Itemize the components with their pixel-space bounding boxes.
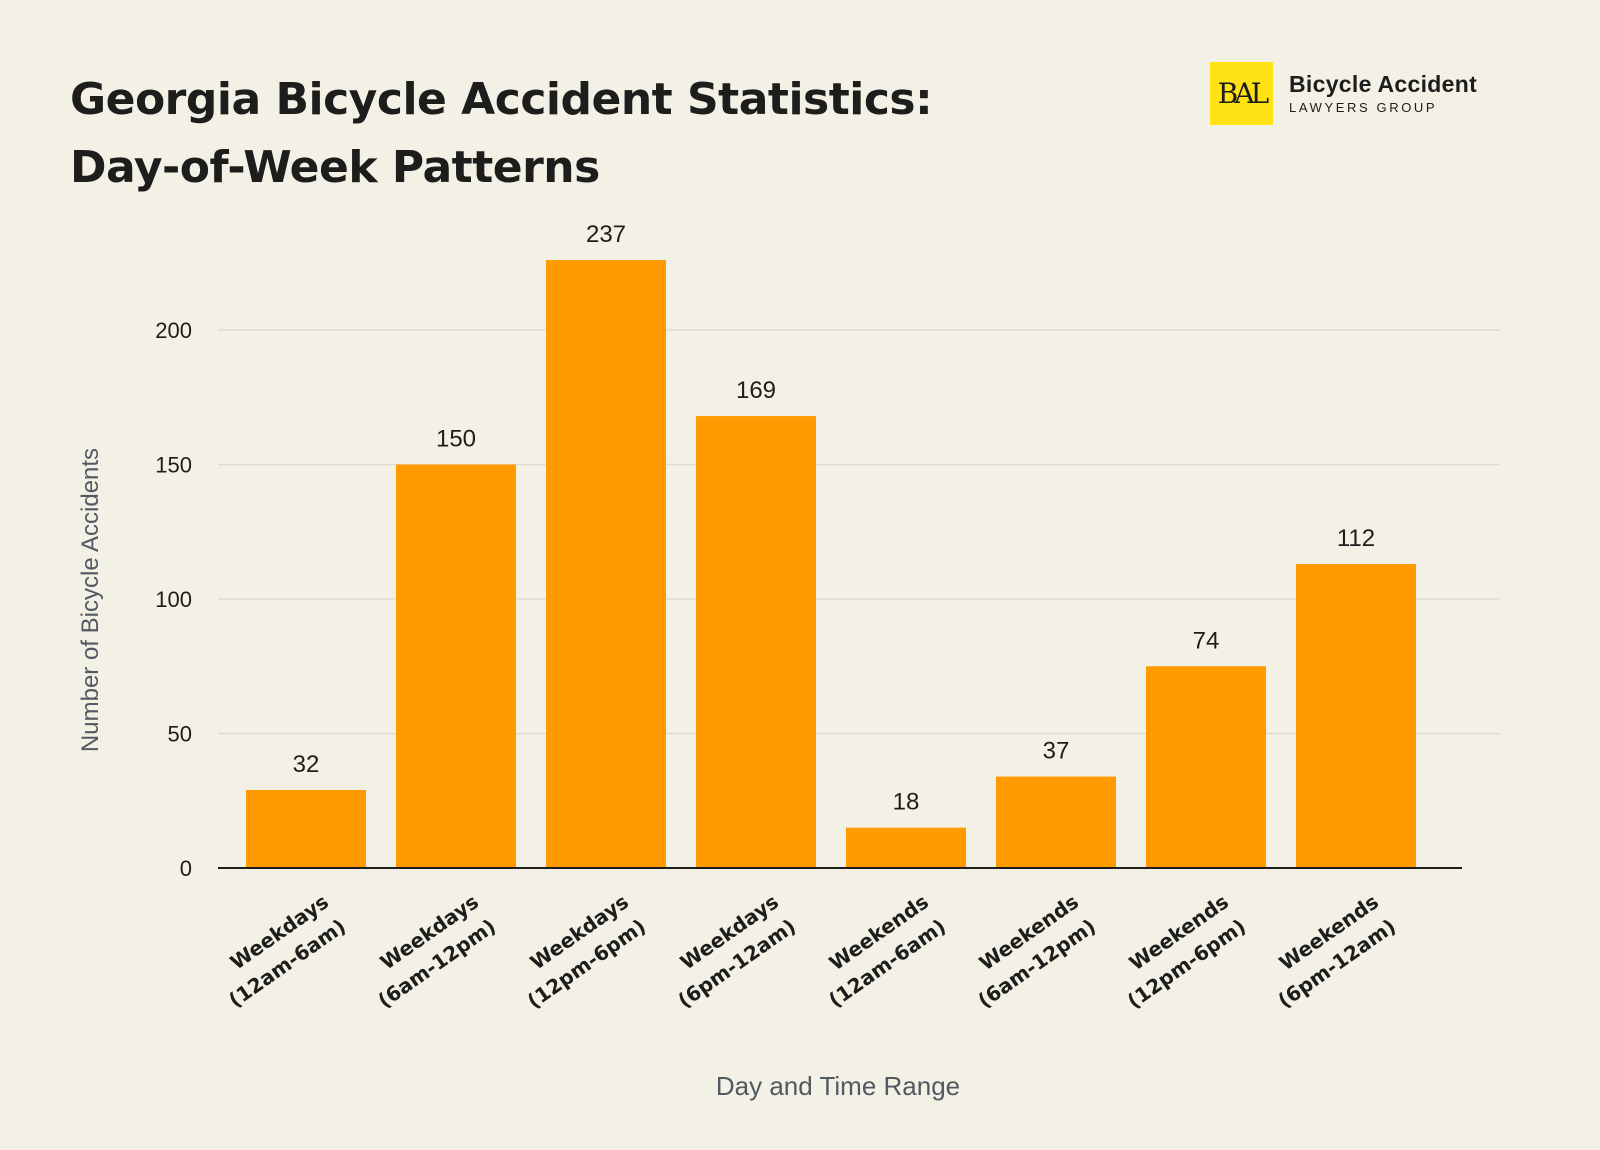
y-axis-title: Number of Bicycle Accidents <box>77 448 104 752</box>
chart-title: Georgia Bicycle Accident Statistics: Day… <box>70 66 933 202</box>
y-tick-label: 150 <box>155 453 192 478</box>
logo-text: Bicycle Accident LAWYERS GROUP <box>1289 71 1477 117</box>
bar <box>246 789 366 868</box>
x-axis-title: Day and Time Range <box>716 1071 960 1101</box>
x-tick-label: Weekdays(6pm-12am) <box>673 889 800 1012</box>
bar <box>396 464 516 868</box>
bar <box>996 776 1116 868</box>
x-tick-label: Weekends(12pm-6pm) <box>1123 889 1250 1013</box>
bar <box>1296 564 1416 868</box>
brand-logo: BAL Bicycle Accident LAWYERS GROUP <box>1210 62 1477 125</box>
title-line-1: Georgia Bicycle Accident Statistics: <box>70 74 933 125</box>
y-tick-label: 200 <box>155 318 192 343</box>
y-tick-label: 100 <box>155 587 192 612</box>
x-tick-label: Weekdays(12pm-6pm) <box>523 889 650 1013</box>
bar <box>1146 666 1266 868</box>
bar <box>846 827 966 868</box>
data-label: 74 <box>1193 627 1220 654</box>
x-tick-label: Weekends(6pm-12am) <box>1273 889 1400 1012</box>
y-tick-label: 0 <box>180 856 192 881</box>
data-label: 150 <box>436 426 476 453</box>
x-tick-label: Weekends(12am-6am) <box>824 889 950 1012</box>
logo-subtitle: LAWYERS GROUP <box>1289 99 1438 115</box>
title-line-2: Day-of-Week Patterns <box>70 142 600 193</box>
x-tick-label: Weekdays(12am-6am) <box>224 889 350 1012</box>
data-label: 112 <box>1337 525 1375 552</box>
data-label: 18 <box>893 789 920 816</box>
y-tick-label: 50 <box>168 722 192 747</box>
data-label: 37 <box>1043 738 1070 765</box>
bar <box>696 416 816 868</box>
data-label: 169 <box>736 377 776 404</box>
data-label: 32 <box>293 751 320 778</box>
x-tick-label: Weekdays(6am-12pm) <box>373 889 500 1012</box>
x-tick-label: Weekends(6am-12pm) <box>973 889 1100 1012</box>
bar <box>546 260 666 868</box>
data-label: 237 <box>586 221 626 248</box>
logo-mark-icon: BAL <box>1210 62 1273 125</box>
logo-name: Bicycle Accident <box>1289 70 1478 97</box>
